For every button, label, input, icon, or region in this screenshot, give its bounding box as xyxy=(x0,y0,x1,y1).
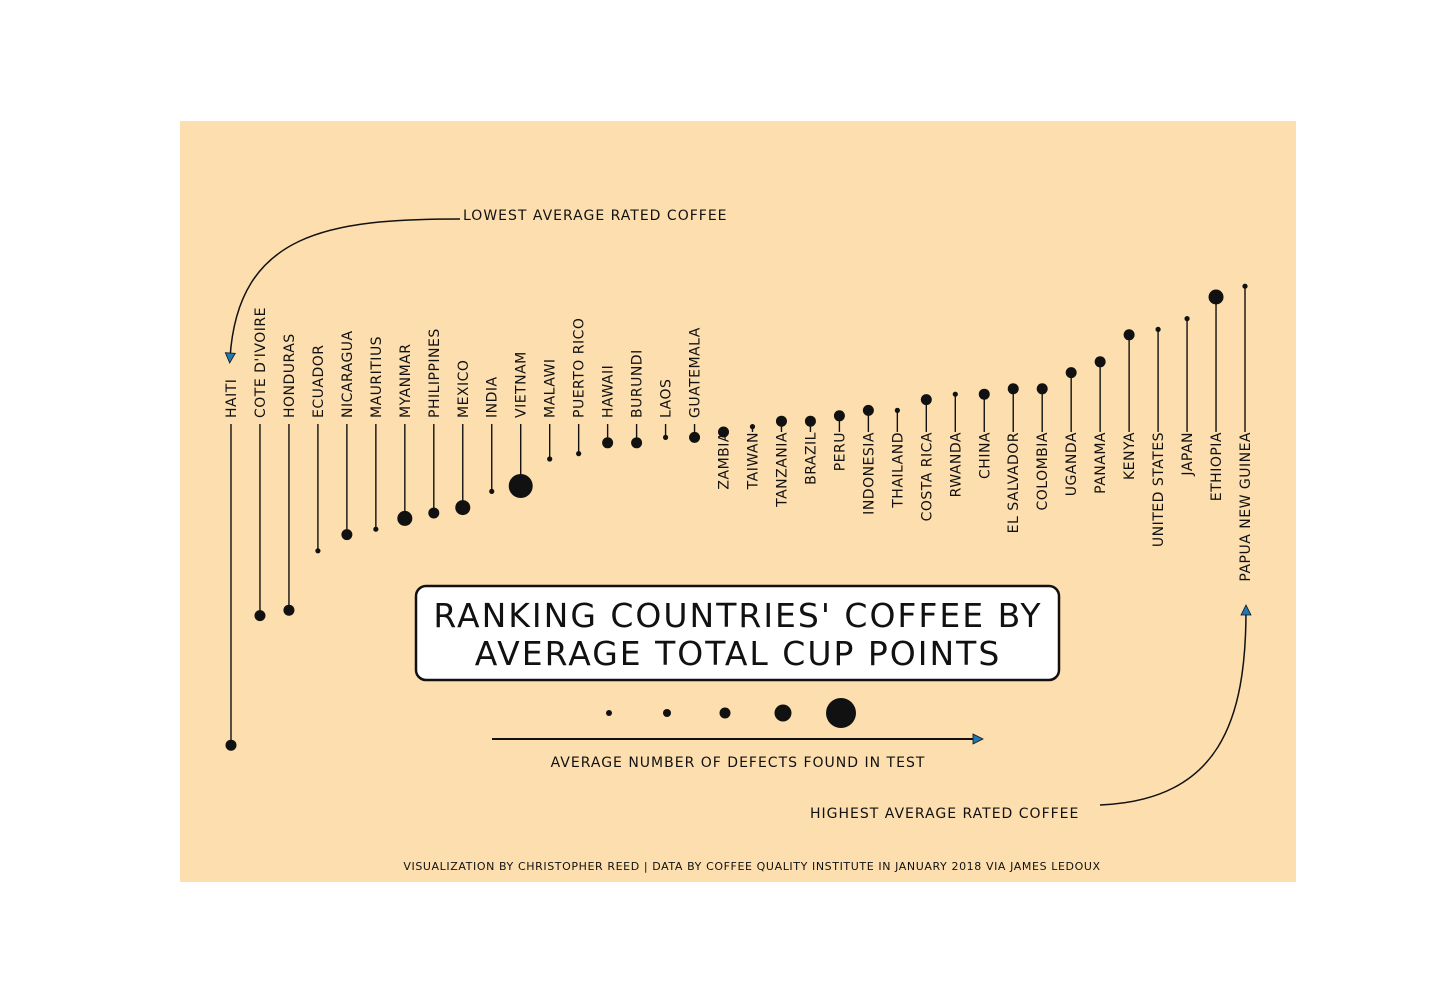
lollipop-dot xyxy=(833,410,845,422)
country-label: MEXICO xyxy=(456,360,472,418)
country-label: CHINA xyxy=(977,432,993,479)
lollipop-dot xyxy=(225,739,237,751)
country-label: INDIA xyxy=(485,376,501,418)
lowest-annotation: LOWEST AVERAGE RATED COFFEE xyxy=(463,208,728,224)
lollipop-dot xyxy=(1036,383,1048,395)
lollipop-dot xyxy=(341,529,353,541)
country-label: BURUNDI xyxy=(630,349,646,418)
lollipop-series: HAITI COTE D'IVOIRE HONDURAS ECUADOR NICARAG… xyxy=(224,283,1254,751)
country-label: PERU xyxy=(832,432,848,471)
country-label: PUERTO RICO xyxy=(572,318,588,418)
highest-annotation: HIGHEST AVERAGE RATED COFFEE xyxy=(810,806,1079,822)
country-label: ETHIOPIA xyxy=(1209,432,1225,501)
lollipop-dot xyxy=(1065,367,1077,379)
defects-size-legend xyxy=(606,698,856,728)
lollipop-dot xyxy=(547,456,553,462)
defects-legend-label: AVERAGE NUMBER OF DEFECTS FOUND IN TEST xyxy=(551,755,926,771)
lollipop-dot xyxy=(602,437,614,449)
lollipop-dot xyxy=(804,415,816,427)
lollipop-dot xyxy=(689,431,701,443)
country-label: KENYA xyxy=(1122,432,1138,480)
credit-line: VISUALIZATION BY CHRISTOPHER REED | DATA… xyxy=(403,860,1100,873)
lollipop-dot xyxy=(254,610,266,622)
lollipop-dot xyxy=(894,407,900,413)
size-legend-dot xyxy=(774,704,792,722)
lollipop-dot xyxy=(315,548,321,554)
lollipop-dot xyxy=(1094,356,1106,368)
country-label: UNITED STATES xyxy=(1151,432,1167,547)
lollipop-dot xyxy=(920,394,932,406)
country-label: ZAMBIA xyxy=(717,432,733,490)
lollipop-dot xyxy=(662,434,669,440)
lollipop-dot xyxy=(576,451,582,457)
country-label: PAPUA NEW GUINEA xyxy=(1238,432,1254,582)
lollipop-dot xyxy=(508,474,533,498)
country-label: HAWAII xyxy=(601,365,617,418)
lollipop-dot xyxy=(978,388,990,400)
country-label: COSTA RICA xyxy=(919,432,935,521)
lollipop-dot xyxy=(428,507,440,519)
country-label: BRAZIL xyxy=(803,432,819,485)
country-label: COTE D'IVOIRE xyxy=(253,307,269,418)
lollipop-dot xyxy=(455,500,471,516)
highest-annotation-arrow xyxy=(1099,604,1252,806)
country-label: TANZANIA xyxy=(774,432,790,508)
country-label: ECUADOR xyxy=(311,345,327,418)
lollipop-dot xyxy=(373,526,379,532)
lollipop-dot xyxy=(1155,326,1161,332)
lollipop-dot xyxy=(775,415,787,427)
country-label: PHILIPPINES xyxy=(427,328,443,418)
lollipop-dot xyxy=(397,510,413,526)
lollipop-dot xyxy=(489,488,495,494)
lollipop-dot xyxy=(283,604,295,616)
lollipop-dot xyxy=(631,437,643,449)
chart-title-line-2: AVERAGE TOTAL CUP POINTS xyxy=(475,634,1002,673)
country-label: VIETNAM xyxy=(514,351,530,418)
country-label: EL SALVADOR xyxy=(1006,432,1022,533)
lowest-annotation-arrow xyxy=(224,218,461,364)
lollipop-dot xyxy=(1123,329,1135,341)
country-label: RWANDA xyxy=(948,432,964,497)
plot-background xyxy=(180,121,1296,882)
country-label: LAOS xyxy=(659,379,675,418)
country-label: PANAMA xyxy=(1093,432,1109,494)
lollipop-dot xyxy=(718,426,730,438)
lollipop-dot xyxy=(749,424,756,430)
country-label: COLOMBIA xyxy=(1035,432,1051,511)
lollipop-dot xyxy=(1242,283,1248,289)
country-label: JAPAN xyxy=(1180,432,1196,477)
lollipop-dot xyxy=(952,391,958,397)
country-label: TAIWAN xyxy=(745,432,761,490)
country-label: UGANDA xyxy=(1064,432,1080,496)
title-box xyxy=(414,584,1061,682)
country-label: INDONESIA xyxy=(861,432,877,515)
country-label: MALAWI xyxy=(543,358,559,418)
country-label: MAURITIUS xyxy=(369,336,385,418)
lollipop-dot xyxy=(1007,383,1019,395)
country-label: HONDURAS xyxy=(282,333,298,418)
size-legend-dot xyxy=(663,709,671,717)
size-legend-dot xyxy=(606,710,612,716)
country-label: MYANMAR xyxy=(398,344,414,418)
size-legend-dot xyxy=(826,698,856,728)
country-label: THAILAND xyxy=(890,432,906,509)
country-label: HAITI xyxy=(224,379,240,418)
size-legend-dot xyxy=(719,707,731,719)
lollipop-dot xyxy=(862,404,874,416)
country-label: NICARAGUA xyxy=(340,330,356,418)
lollipop-dot xyxy=(1184,316,1190,322)
lollipop-dot xyxy=(1208,289,1224,305)
country-label: GUATEMALA xyxy=(688,327,704,418)
chart-title-line-1: RANKING COUNTRIES' COFFEE BY xyxy=(433,596,1042,635)
